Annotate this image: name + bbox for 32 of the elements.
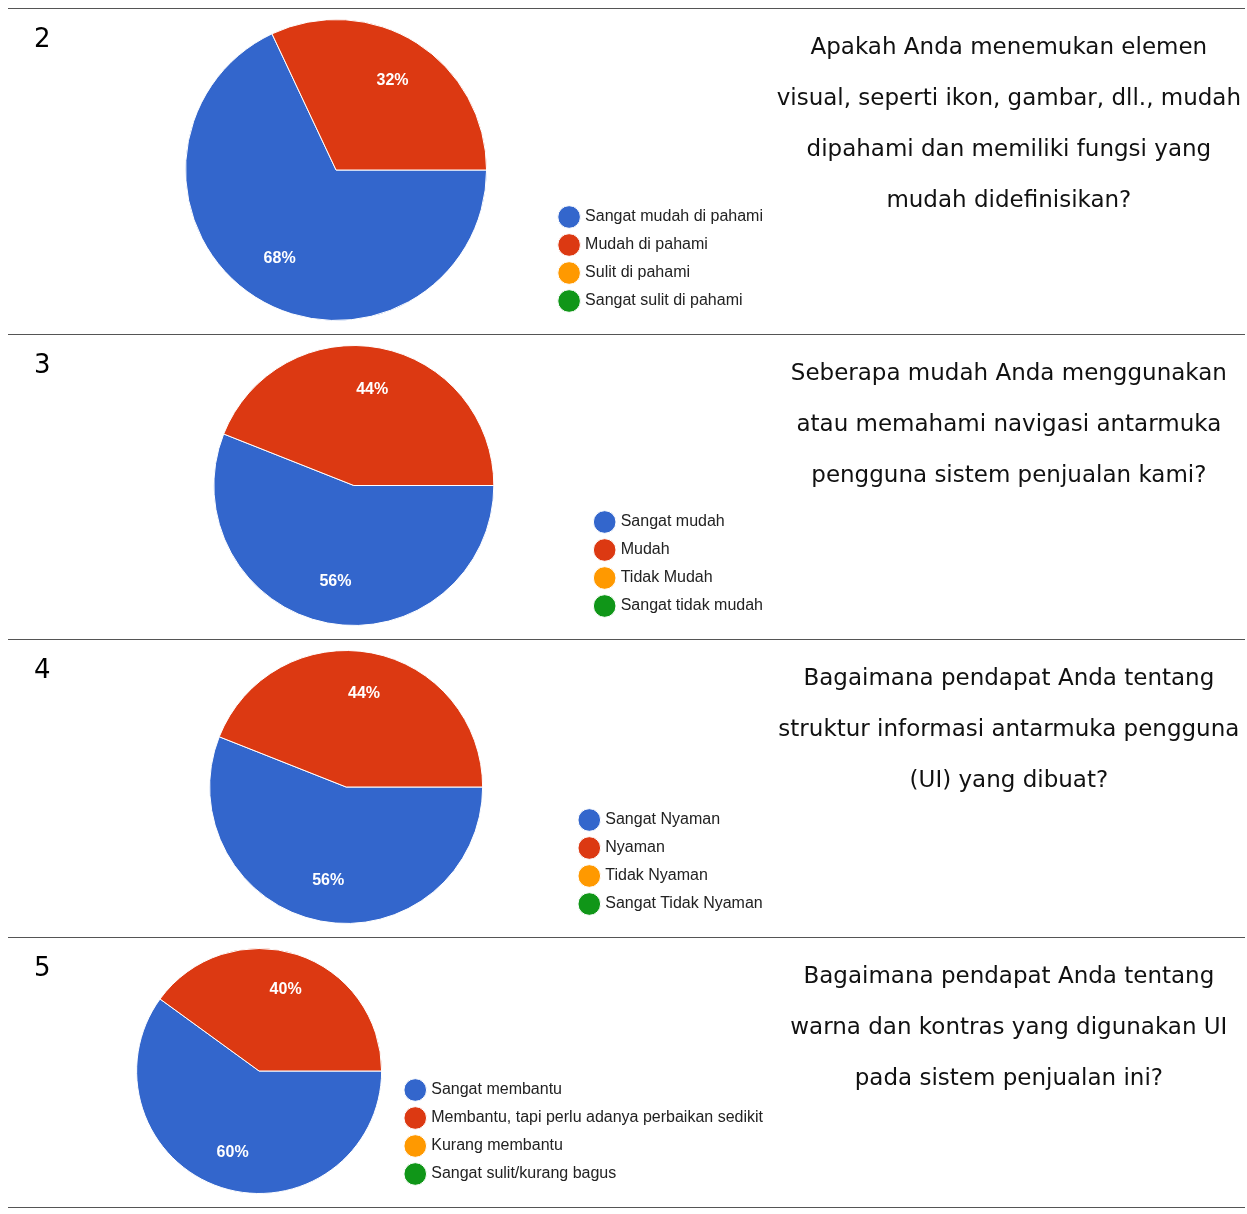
legend-label: Sangat sulit di pahami [584,291,743,309]
text: Seberapa mudah Anda menggunakan atau memahami navigasi antarmuka pengguna sistem penjualan kami? [789,358,1228,489]
legend-label: Mudah [620,540,670,558]
legend-label: Sulit di pahami [584,263,690,281]
data-label: 44% [355,379,388,397]
data-label: 56% [319,572,352,590]
legend-label: Sangat Tidak Nyaman [605,894,763,912]
legend-label: Nyaman [605,838,665,856]
data-label: 44% [347,683,380,701]
legend-label: Sangat membantu [430,1080,562,1098]
legend-label: Sangat sulit/kurang bagus [430,1164,616,1182]
text: Apakah Anda menemukan elemen visual, seperti ikon, gambar, dll., mudah dipahami dan memiliki fungsi yang mudah didefinisikan? [775,32,1242,214]
legend-label: Tidak Nyaman [605,866,708,884]
data-label: 60% [216,1142,249,1160]
legend-label: Mudah di pahami [584,235,708,253]
legend-label: Sangat mudah [620,512,725,530]
legend-label: Kurang membantu [430,1136,563,1154]
data-label: 56% [311,871,344,889]
text: 3 [34,349,52,379]
text: Bagaimana pendapat Anda tentang struktur informasi antarmuka pengguna (UI) yang dibuat? [777,663,1241,794]
legend-label: Membantu, tapi perlu adanya perbaikan sedikit [430,1108,764,1126]
data-label: 32% [376,71,409,89]
text: Bagaimana pendapat Anda tentang warna dan kontras yang digunakan UI pada sistem penjualan ini? [789,961,1229,1092]
legend-label: Sangat tidak mudah [620,596,763,614]
legend-label: Tidak Mudah [620,568,713,586]
data-label: 40% [269,979,302,997]
text: 4 [34,654,52,684]
legend-label: Sangat Nyaman [605,810,720,828]
text: 5 [34,952,52,982]
data-label: 68% [263,249,296,267]
text: 2 [34,23,52,53]
legend-label: Sangat mudah di pahami [584,207,763,225]
